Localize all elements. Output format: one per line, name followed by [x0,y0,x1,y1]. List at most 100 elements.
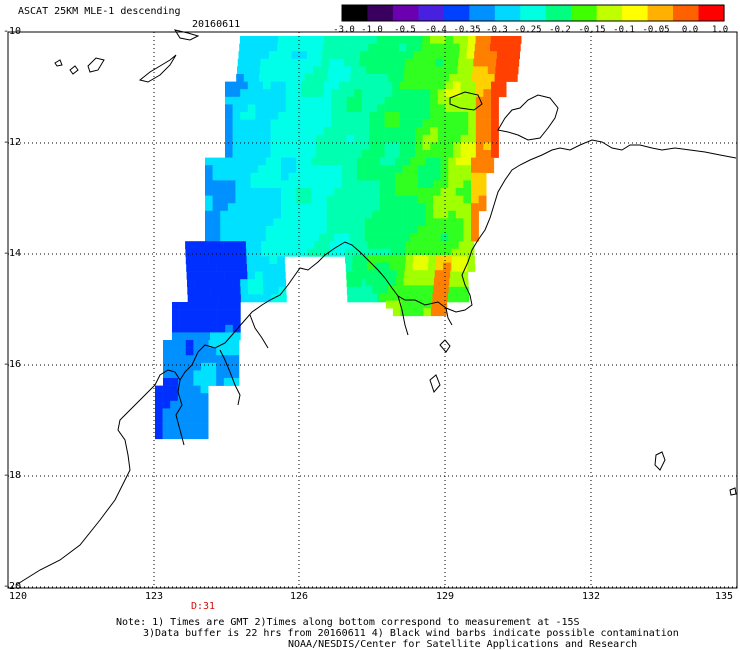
swath-pixel [278,134,287,143]
swath-pixel [240,150,249,158]
swath-pixel [163,355,171,364]
swath-pixel [349,210,358,219]
swath-pixel [212,157,221,166]
swath-pixel [377,134,385,143]
swath-pixel [483,150,492,158]
swath-pixel [504,51,513,60]
swath-pixel [263,96,271,105]
swath-pixel [270,279,279,288]
swath-pixel [392,142,401,151]
swath-pixel [185,393,194,402]
swath-pixel [301,104,309,113]
swath-pixel [170,385,179,394]
swath-pixel [361,89,370,98]
swath-pixel [345,43,354,52]
swath-pixel [420,51,429,60]
swath-pixel [239,271,248,280]
swath-pixel [448,172,457,181]
swath-pixel [311,188,320,196]
swath-pixel [463,165,472,174]
swath-pixel [316,127,325,136]
swath-pixel [185,408,194,417]
swath-pixel [448,233,457,242]
swath-pixel [293,127,302,136]
latitude-label: -16 [3,359,22,370]
swath-pixel [243,157,251,166]
swath-pixel [216,256,225,265]
swath-pixel [259,74,267,82]
swath-pixel [354,134,363,143]
swath-pixel [369,104,378,113]
swath-pixel [308,150,317,158]
swath-pixel [341,165,350,174]
swath-pixel [227,210,236,219]
swath-pixel [235,218,244,227]
swath-pixel [420,262,429,271]
swath-pixel [425,195,434,204]
swath-pixel [193,400,201,409]
swath-pixel [296,172,305,181]
swath-pixel [321,58,330,67]
swath-pixel [240,81,249,90]
swath-pixel [437,89,446,98]
swath-pixel [275,58,284,67]
swath-pixel [193,340,202,348]
swath-pixel [365,277,374,286]
swath-pixel [170,393,179,402]
swath-pixel [384,142,393,151]
swath-pixel [346,112,355,120]
swath-pixel [417,210,426,219]
swath-pixel [170,340,179,348]
swath-pixel [392,127,401,136]
note-line-1: Note: 1) Times are GMT 2)Times along bot… [116,617,580,628]
swath-pixel [270,134,279,143]
latitude-label: -14 [3,248,22,259]
swath-pixel [301,81,309,90]
swath-pixel [437,127,446,136]
swath-pixel [331,150,340,158]
swath-pixel [254,43,263,52]
latitude-label: -18 [3,470,22,481]
product-title: ASCAT 25KM MLE-1 descending [18,6,181,17]
swath-pixel [220,195,229,204]
swath-pixel [395,226,403,234]
swath-pixel [240,127,249,136]
swath-pixel [232,309,241,318]
swath-pixel [208,340,217,348]
swath-pixel [301,119,309,128]
swath-pixel [170,362,179,371]
swath-pixel [250,165,259,174]
swath-pixel [459,256,468,265]
swath-pixel [268,51,277,60]
swath-pixel [299,241,307,250]
swath-pixel [422,89,431,98]
swath-pixel [395,165,403,174]
swath-pixel [354,112,363,120]
swath-pixel [453,294,462,303]
swath-pixel [201,347,209,356]
swath-pixel [425,226,434,234]
swath-pixel [475,119,484,128]
swath-pixel [281,172,289,181]
swath-pixel [185,385,194,394]
swath-pixel [232,150,241,158]
swath-pixel [387,218,396,227]
swath-pixel [230,241,239,250]
swath-pixel [292,43,301,52]
swath-pixel [331,104,340,113]
swath-pixel [250,226,259,234]
swath-pixel [250,157,259,166]
swath-pixel [425,285,434,294]
swath-pixel [437,112,446,120]
swath-pixel [474,51,482,60]
swath-pixel [235,157,244,166]
swath-pixel [498,89,507,98]
swath-pixel [281,180,289,189]
swath-pixel [170,400,179,409]
swath-pixel [425,172,434,181]
swath-pixel [212,226,221,234]
swath-pixel [354,119,363,128]
swath-pixel [483,112,492,120]
swath-pixel [341,157,350,166]
swath-pixel [163,347,171,356]
